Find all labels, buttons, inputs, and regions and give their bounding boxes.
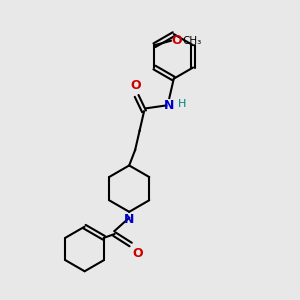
- Text: H: H: [178, 99, 186, 109]
- Text: N: N: [124, 213, 134, 226]
- Text: CH₃: CH₃: [182, 36, 201, 46]
- Text: O: O: [130, 79, 141, 92]
- Text: N: N: [164, 99, 175, 112]
- Text: O: O: [132, 248, 143, 260]
- Text: O: O: [172, 34, 182, 47]
